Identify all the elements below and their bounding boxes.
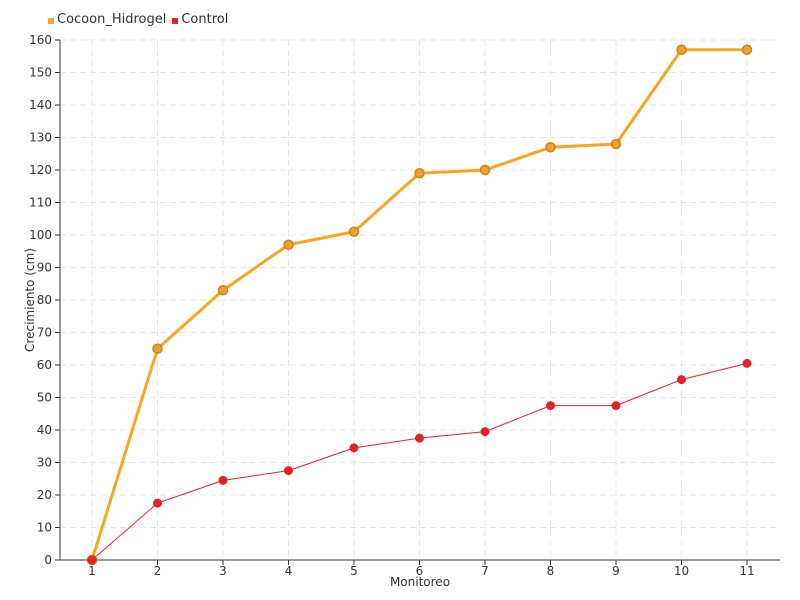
- y-tick-label: 0: [44, 553, 52, 567]
- data-point-cocoon: [283, 239, 294, 250]
- legend-label-control: Control: [181, 12, 229, 27]
- y-tick-label: 50: [37, 391, 52, 405]
- y-tick-label: 10: [37, 521, 52, 535]
- series-layer: [86, 44, 753, 566]
- x-tick-label: 4: [285, 564, 293, 578]
- data-point-cocoon: [348, 226, 360, 237]
- y-tick-label: 140: [29, 98, 52, 112]
- x-tick-label: 10: [674, 564, 689, 578]
- data-point-control: [480, 427, 490, 437]
- data-point-control: [415, 433, 424, 443]
- x-axis-title: Monitoreo: [390, 575, 450, 589]
- y-tick-label: 110: [29, 196, 52, 210]
- data-point-control: [153, 498, 162, 508]
- x-tick-label: 7: [481, 564, 489, 578]
- data-point-control: [87, 555, 97, 565]
- x-tick-label: 5: [350, 564, 358, 578]
- data-point-cocoon: [217, 285, 229, 296]
- data-point-control: [218, 475, 228, 485]
- legend: Cocoon_Hidrogel Control: [48, 12, 234, 27]
- y-tick-label: 160: [29, 33, 52, 47]
- x-tick-label: 3: [219, 564, 227, 578]
- x-tick-label: 11: [739, 564, 754, 578]
- y-tick-label: 100: [29, 228, 52, 242]
- data-point-cocoon: [676, 44, 687, 55]
- y-tick-label: 130: [29, 131, 52, 145]
- x-tick-label: 6: [416, 564, 424, 578]
- y-tick-label: 30: [37, 456, 52, 470]
- y-tick-label: 80: [37, 293, 52, 307]
- x-tick-label: 2: [154, 564, 162, 578]
- data-point-cocoon: [610, 138, 622, 150]
- data-point-control: [546, 401, 555, 411]
- legend-label-cocoon: Cocoon_Hidrogel: [57, 12, 167, 27]
- legend-swatch-cocoon: [48, 18, 54, 24]
- x-tick-label: 1: [88, 564, 96, 578]
- y-tick-label: 70: [37, 326, 52, 340]
- x-tick-label: 9: [612, 564, 620, 578]
- data-point-cocoon: [545, 142, 556, 153]
- data-point-cocoon: [414, 168, 425, 179]
- data-point-control: [677, 375, 686, 385]
- y-axis-title: Crecimiento (cm): [23, 248, 37, 352]
- data-point-control: [611, 401, 621, 411]
- y-tick-label: 90: [37, 261, 52, 275]
- legend-swatch-control: [172, 18, 179, 24]
- y-tick-label: 150: [29, 66, 52, 80]
- data-point-cocoon: [152, 343, 163, 354]
- y-tick-label: 60: [37, 358, 52, 372]
- x-tick-labels: 1 2 3 4 5 6 7 8 9 10 11: [88, 564, 754, 578]
- axes: [55, 39, 780, 565]
- grid-lines: [60, 39, 780, 560]
- data-point-control: [349, 443, 359, 453]
- y-tick-labels: 0 10 20 30 40 50 60 70 80 90 100 110 120 130 140 150 160: [29, 33, 52, 567]
- y-tick-label: 40: [37, 423, 52, 437]
- legend-item-control[interactable]: Control: [172, 12, 228, 27]
- y-tick-label: 120: [29, 163, 52, 177]
- x-tick-label: 8: [547, 564, 555, 578]
- data-point-cocoon: [741, 44, 753, 55]
- y-tick-label: 20: [37, 488, 52, 502]
- data-point-control: [284, 466, 293, 476]
- legend-item-cocoon[interactable]: Cocoon_Hidrogel: [48, 12, 166, 27]
- data-point-cocoon: [479, 164, 491, 176]
- data-point-control: [742, 358, 752, 368]
